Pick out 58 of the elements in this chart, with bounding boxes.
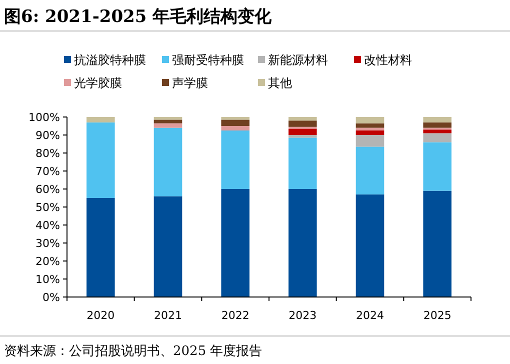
bar [288, 128, 317, 135]
y-tick-label: 70% [36, 165, 60, 178]
y-tick-label: 20% [36, 255, 60, 268]
bar [423, 190, 452, 297]
legend-label: 声学膜 [172, 76, 208, 90]
bar [423, 117, 452, 122]
bar [356, 194, 384, 297]
bar [86, 117, 115, 122]
chart-title: 图6: 2021-2025 年毛利结构变化 [4, 7, 273, 27]
x-tick-label: 2021 [154, 309, 182, 322]
bar [288, 138, 317, 189]
y-tick-label: 100% [28, 111, 60, 124]
legend-label: 光学胶膜 [74, 76, 122, 90]
bar [221, 126, 250, 130]
legend-label: 强耐受特种膜 [172, 53, 244, 67]
bar [356, 123, 384, 128]
bar [221, 189, 250, 297]
y-tick-label: 40% [36, 219, 60, 232]
x-tick-label: 2020 [86, 309, 115, 322]
bar [154, 123, 182, 128]
bar [86, 122, 115, 198]
bar [423, 130, 452, 134]
bar [356, 128, 384, 130]
y-tick-label: 90% [36, 129, 60, 142]
y-tick-label: 60% [36, 183, 60, 196]
legend-label: 抗溢胶特种膜 [74, 53, 146, 67]
y-tick-label: 50% [36, 201, 60, 214]
bar [221, 130, 250, 189]
legend-label: 新能源材料 [268, 53, 328, 67]
y-tick-label: 80% [36, 147, 60, 160]
x-tick-label: 2024 [356, 309, 384, 322]
bar [154, 117, 182, 120]
bar [356, 117, 384, 124]
bar [154, 128, 182, 196]
y-tick-label: 0% [42, 291, 60, 304]
bar [86, 198, 115, 297]
x-tick-label: 2023 [288, 309, 317, 322]
bar [288, 120, 317, 127]
bar [221, 120, 250, 126]
bar [423, 122, 452, 128]
bar [356, 135, 384, 147]
bar [356, 130, 384, 135]
legend-label: 改性材料 [364, 53, 412, 67]
bar [154, 120, 182, 124]
bar [423, 142, 452, 191]
x-tick-label: 2025 [423, 309, 452, 322]
legend-label: 其他 [268, 76, 292, 90]
bar [288, 117, 317, 121]
bar [221, 117, 250, 120]
y-tick-label: 30% [36, 237, 60, 250]
bar [288, 189, 317, 297]
bar [154, 196, 182, 297]
text: 资料来源：公司招股说明书、2025 年度报告 [4, 343, 262, 359]
bar [423, 133, 452, 142]
y-tick-label: 10% [36, 273, 60, 286]
bar [356, 146, 384, 194]
bar [288, 135, 317, 138]
x-tick-label: 2022 [221, 309, 250, 322]
